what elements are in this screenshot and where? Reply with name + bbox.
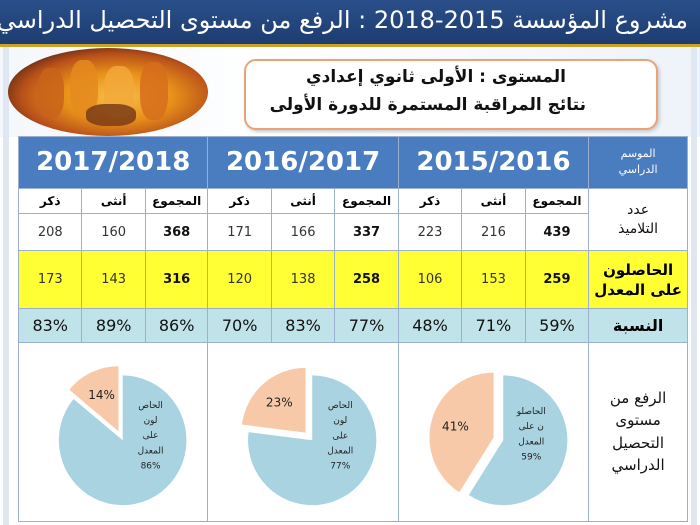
passed-total: 258: [334, 250, 399, 310]
count-total: 368: [144, 212, 209, 252]
sub-total: المجموع: [334, 187, 399, 214]
passed-male: 173: [17, 250, 83, 310]
ratio-total: 59%: [524, 308, 590, 343]
pie-slice-other: [429, 372, 494, 492]
pie-label-passed-line: لون: [334, 416, 348, 426]
row-label-passed-l2: على المعدل: [594, 280, 682, 299]
ratio-male: 70%: [207, 308, 272, 343]
count-total: 439: [524, 212, 590, 252]
pie-label-passed-line: المعدل: [138, 446, 164, 456]
pie-slice-passed: [468, 375, 568, 505]
row-label-raise-l2: مستوى: [615, 411, 661, 430]
ratio-total: 77%: [334, 308, 399, 343]
pie-label-passed-line: الحاصلو: [516, 407, 546, 417]
pie-label-passed-line: ن على: [518, 422, 543, 432]
year-header-2015-2016: 2015/2016: [397, 136, 590, 189]
pie-cell-2016-2017: 23% الحاص لون على المعدل 77%: [207, 341, 399, 523]
passed-female: 138: [270, 250, 336, 310]
pie-label-passed-line: 86%: [141, 461, 161, 471]
sub-male: ذكر: [207, 187, 272, 214]
row-label-raise-l4: الدراسي: [611, 456, 665, 475]
row-label-count: عدد التلاميذ: [588, 187, 688, 252]
left-decor-line: [3, 47, 9, 525]
row-label-count-l2: التلاميذ: [618, 220, 658, 237]
pie-slice-other: [242, 367, 306, 433]
row-label-raise: الرفع من مستوى التحصيل الدراسي: [588, 341, 688, 523]
ratio-total: 86%: [144, 308, 209, 343]
ratio-male: 83%: [17, 308, 83, 343]
pie-label-passed-line: لون: [144, 416, 158, 426]
sub-male: ذكر: [17, 187, 83, 214]
pie-label-passed-line: على: [143, 431, 159, 441]
ratio-female: 89%: [81, 308, 146, 343]
level-info-box: المستوى : الأولى ثانوي إعدادي نتائج المر…: [244, 59, 658, 130]
row-label-raise-l1: الرفع من: [609, 388, 667, 407]
pie-label-passed-line: على: [333, 431, 349, 441]
sub-male: ذكر: [397, 187, 463, 214]
sub-female: أنثى: [81, 187, 146, 214]
ratio-female: 83%: [270, 308, 336, 343]
pie-slice-other: [69, 365, 119, 431]
passed-female: 143: [81, 250, 146, 310]
year-header-2016-2017: 2016/2017: [207, 136, 399, 189]
pie-chart-2017-2018: 14% الحاص لون على المعدل 86%: [58, 365, 187, 505]
row-label-passed-l1: الحاصلون: [603, 260, 674, 279]
pie-cell-2015-2016: 41% الحاصلو ن على المعدل 59%: [397, 341, 590, 523]
passed-male: 120: [207, 250, 272, 310]
pie-label-passed-line: المعدل: [328, 446, 354, 456]
pie-label-passed-line: الحاص: [328, 400, 353, 410]
count-male: 171: [207, 212, 272, 252]
title-banner: مشروع المؤسسة 2015-2018 : الرفع من مستوى…: [0, 0, 700, 47]
sub-total: المجموع: [524, 187, 590, 214]
pie-label-passed-line: المعدل: [518, 437, 544, 447]
sub-total: المجموع: [144, 187, 209, 214]
passed-total: 316: [144, 250, 209, 310]
pie-chart-2015-2016: 41% الحاصلو ن على المعدل 59%: [429, 372, 568, 505]
pie-label-other: 14%: [88, 387, 115, 401]
season-header: الموسم الدراسي: [588, 136, 688, 189]
row-label-count-l1: عدد: [627, 201, 650, 218]
count-male: 223: [397, 212, 463, 252]
pie-label-passed-line: 59%: [521, 452, 541, 462]
passed-female: 153: [461, 250, 526, 310]
count-female: 160: [81, 212, 146, 252]
count-male: 208: [17, 212, 83, 252]
passed-total: 259: [524, 250, 590, 310]
level-line: المستوى : الأولى ثانوي إعدادي: [306, 67, 566, 87]
results-table: 2017/2018 2016/2017 2015/2016 الموسم الد…: [17, 136, 688, 523]
pie-chart-2016-2017: 23% الحاص لون على المعدل 77%: [242, 367, 377, 505]
sub-female: أنثى: [461, 187, 526, 214]
season-header-l1: الموسم: [620, 146, 656, 160]
pie-label-other: 23%: [266, 395, 293, 409]
ratio-female: 71%: [461, 308, 526, 343]
count-female: 166: [270, 212, 336, 252]
pie-label-passed-line: الحاص: [138, 400, 163, 410]
count-total: 337: [334, 212, 399, 252]
results-line: نتائج المراقبة المستمرة للدورة الأولى: [269, 95, 586, 115]
row-label-passed: الحاصلون على المعدل: [588, 250, 688, 310]
pie-cell-2017-2018: 14% الحاص لون على المعدل 86%: [17, 341, 209, 523]
pie-slice-passed: [248, 375, 377, 505]
year-header-2017-2018: 2017/2018: [17, 136, 209, 189]
school-photo: [8, 48, 208, 136]
row-label-raise-l3: التحصيل: [612, 433, 664, 452]
passed-male: 106: [397, 250, 463, 310]
count-female: 216: [461, 212, 526, 252]
slide-title: مشروع المؤسسة 2015-2018 : الرفع من مستوى…: [0, 6, 688, 34]
right-decor-line: [691, 47, 697, 525]
pie-label-other: 41%: [442, 419, 469, 433]
row-label-ratio: النسبة: [588, 308, 688, 343]
sub-female: أنثى: [270, 187, 336, 214]
ratio-male: 48%: [397, 308, 463, 343]
season-header-l2: الدراسي: [618, 163, 658, 177]
pie-label-passed-line: 77%: [331, 461, 351, 471]
